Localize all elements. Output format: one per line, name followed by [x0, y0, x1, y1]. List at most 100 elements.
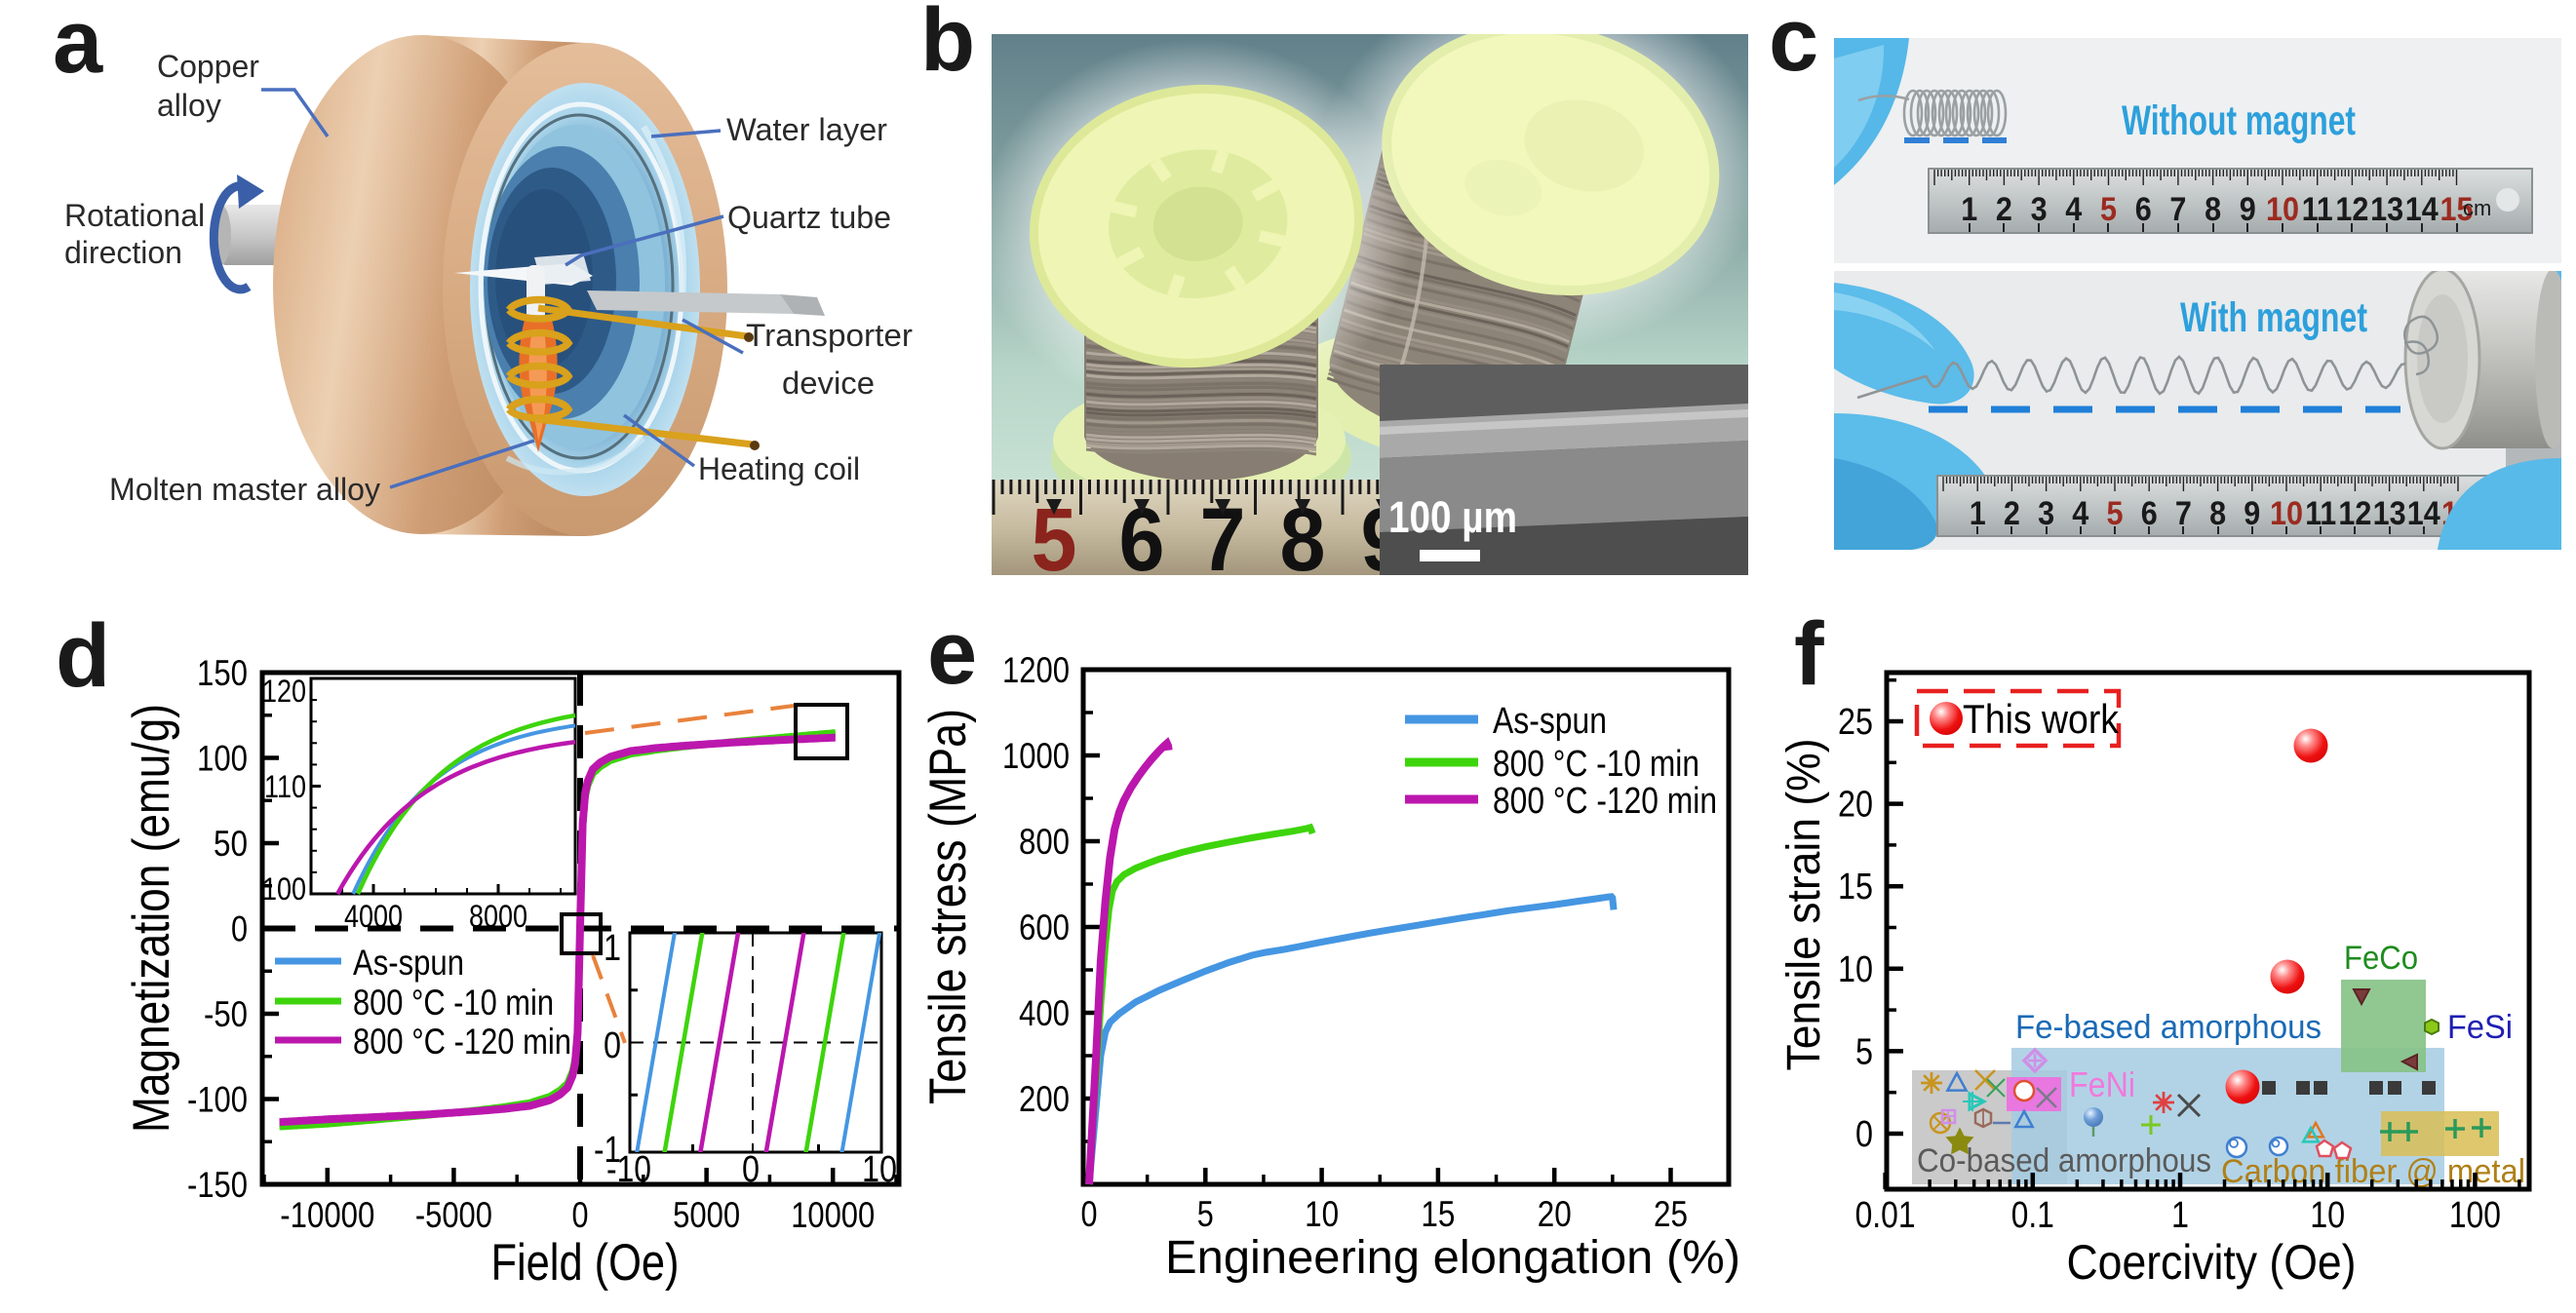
- svg-text:400: 400: [1019, 993, 1070, 1033]
- svg-text:12: 12: [2338, 495, 2371, 532]
- svg-text:Copper: Copper: [157, 49, 259, 84]
- svg-text:25: 25: [1654, 1194, 1688, 1234]
- svg-text:Quartz tube: Quartz tube: [727, 200, 891, 235]
- svg-text:1: 1: [1961, 191, 1977, 228]
- svg-text:800 °C -120 min: 800 °C -120 min: [353, 1022, 571, 1062]
- svg-text:-150: -150: [187, 1165, 248, 1205]
- svg-text:Field (Oe): Field (Oe): [491, 1234, 680, 1292]
- svg-text:This work: This work: [1963, 696, 2120, 742]
- svg-text:a: a: [53, 0, 103, 92]
- svg-text:Without magnet: Without magnet: [2122, 97, 2356, 144]
- svg-text:5: 5: [1197, 1194, 1214, 1234]
- svg-text:FeCo: FeCo: [2344, 940, 2418, 977]
- svg-text:-100: -100: [187, 1080, 248, 1120]
- svg-text:0: 0: [1855, 1114, 1873, 1155]
- svg-text:-10: -10: [606, 1149, 651, 1190]
- svg-text:1000: 1000: [1002, 736, 1070, 776]
- svg-text:f: f: [1794, 604, 1824, 704]
- svg-text:20: 20: [1838, 785, 1873, 826]
- svg-text:10: 10: [2310, 1195, 2345, 1236]
- svg-text:9: 9: [2244, 495, 2260, 532]
- svg-text:1: 1: [2171, 1195, 2189, 1236]
- svg-text:10: 10: [862, 1149, 897, 1190]
- svg-text:100: 100: [197, 739, 248, 779]
- svg-text:5000: 5000: [673, 1195, 740, 1235]
- svg-text:20: 20: [1538, 1194, 1572, 1234]
- svg-text:cm: cm: [2463, 196, 2491, 220]
- svg-text:800 °C -10 min: 800 °C -10 min: [353, 983, 554, 1023]
- svg-text:800: 800: [1019, 822, 1070, 862]
- svg-text:8: 8: [2205, 191, 2221, 228]
- svg-text:b: b: [920, 0, 975, 90]
- svg-text:13: 13: [2370, 191, 2403, 228]
- svg-text:0: 0: [742, 1149, 760, 1190]
- svg-text:alloy: alloy: [157, 88, 221, 123]
- svg-text:14: 14: [2407, 495, 2440, 532]
- svg-text:0.01: 0.01: [1855, 1195, 1916, 1236]
- svg-text:5: 5: [2100, 191, 2117, 228]
- svg-text:8: 8: [2209, 495, 2226, 532]
- svg-text:1: 1: [1970, 495, 1986, 532]
- svg-text:5: 5: [2107, 495, 2124, 532]
- svg-text:FeSi: FeSi: [2447, 1009, 2513, 1046]
- svg-text:Water layer: Water layer: [726, 112, 887, 147]
- svg-text:120: 120: [262, 674, 306, 709]
- svg-text:200: 200: [1019, 1079, 1070, 1119]
- svg-text:4000: 4000: [344, 899, 403, 934]
- svg-text:15: 15: [2440, 191, 2474, 228]
- svg-text:6: 6: [2141, 495, 2158, 532]
- svg-text:As-spun: As-spun: [1493, 701, 1607, 742]
- svg-text:With magnet: With magnet: [2180, 294, 2367, 341]
- svg-text:device: device: [782, 366, 875, 401]
- svg-text:14: 14: [2405, 191, 2439, 228]
- svg-text:3: 3: [2038, 495, 2054, 532]
- svg-text:-1: -1: [594, 1130, 621, 1171]
- svg-text:Coercivity (Oe): Coercivity (Oe): [2067, 1235, 2357, 1290]
- svg-text:Tensile strain (%): Tensile strain (%): [1778, 739, 1830, 1071]
- svg-text:FeNi: FeNi: [2069, 1064, 2135, 1104]
- svg-text:10: 10: [2266, 191, 2299, 228]
- svg-text:7: 7: [2169, 191, 2186, 228]
- svg-text:2: 2: [1996, 191, 2012, 228]
- svg-text:2: 2: [2004, 495, 2020, 532]
- svg-text:100 µm: 100 µm: [1388, 492, 1517, 542]
- svg-text:Rotational: Rotational: [64, 198, 205, 233]
- svg-text:0.1: 0.1: [2011, 1195, 2054, 1236]
- svg-text:10000: 10000: [791, 1195, 875, 1235]
- svg-text:0: 0: [604, 1025, 621, 1066]
- svg-text:-10000: -10000: [280, 1195, 374, 1235]
- svg-text:7: 7: [2175, 495, 2192, 532]
- svg-text:100: 100: [262, 871, 306, 907]
- svg-text:110: 110: [264, 769, 306, 804]
- svg-text:Molten master alloy: Molten master alloy: [109, 472, 380, 507]
- svg-text:Engineering elongation (%): Engineering elongation (%): [1165, 1232, 1740, 1284]
- svg-text:50: 50: [214, 824, 248, 864]
- svg-text:800 °C -120 min: 800 °C -120 min: [1493, 781, 1717, 822]
- svg-text:3: 3: [2031, 191, 2048, 228]
- svg-text:11: 11: [2305, 495, 2336, 532]
- svg-text:8000: 8000: [469, 899, 527, 934]
- svg-text:e: e: [927, 603, 977, 703]
- svg-text:600: 600: [1019, 908, 1070, 947]
- svg-text:d: d: [56, 606, 110, 706]
- svg-text:15: 15: [1421, 1194, 1455, 1234]
- svg-text:1: 1: [604, 928, 621, 969]
- svg-text:0: 0: [572, 1195, 589, 1235]
- svg-text:5: 5: [1855, 1031, 1873, 1072]
- svg-text:100: 100: [2449, 1195, 2501, 1236]
- svg-text:4: 4: [2072, 495, 2088, 532]
- svg-text:0: 0: [1081, 1194, 1098, 1234]
- svg-text:6: 6: [2135, 191, 2152, 228]
- svg-text:10: 10: [2270, 495, 2303, 532]
- svg-text:25: 25: [1838, 702, 1873, 743]
- svg-text:-50: -50: [204, 994, 248, 1034]
- svg-text:15: 15: [1838, 867, 1873, 908]
- svg-text:c: c: [1769, 0, 1818, 90]
- svg-text:As-spun: As-spun: [353, 943, 464, 983]
- svg-text:10: 10: [1838, 949, 1873, 990]
- svg-text:13: 13: [2373, 495, 2406, 532]
- svg-text:Magnetization (emu/g): Magnetization (emu/g): [123, 704, 180, 1133]
- svg-text:1200: 1200: [1002, 650, 1070, 690]
- svg-text:9: 9: [2240, 191, 2256, 228]
- svg-text:Tensile stress (MPa): Tensile stress (MPa): [919, 709, 977, 1104]
